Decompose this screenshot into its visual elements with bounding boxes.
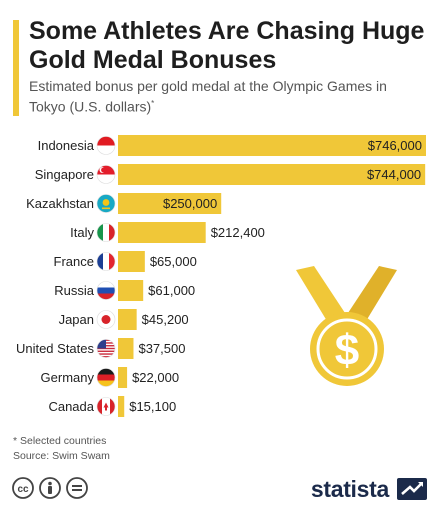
value-label: $65,000 — [150, 254, 197, 269]
category-label: Japan — [59, 312, 94, 327]
value-label: $744,000 — [367, 167, 421, 182]
value-label: $15,100 — [129, 399, 176, 414]
singapore-flag-icon — [96, 165, 116, 184]
medal-dollar-symbol: $ — [335, 326, 359, 375]
bar-row: United States $37,500 — [16, 338, 185, 359]
chart-subtitle: Estimated bonus per gold medal at the Ol… — [29, 77, 419, 116]
bar-row: Japan $45,200 — [59, 309, 189, 330]
value-label: $250,000 — [163, 196, 217, 211]
value-label: $746,000 — [368, 138, 422, 153]
statista-mark-icon — [397, 478, 427, 500]
bar-row: Russia $61,000 — [54, 280, 195, 301]
medal-inner-ring — [316, 318, 378, 380]
bar-row: Italy $212,400 — [70, 222, 265, 243]
value-label: $212,400 — [211, 225, 265, 240]
kazakhstan-flag-icon — [96, 194, 116, 213]
japan-flag-icon — [96, 310, 116, 329]
svg-text:cc: cc — [17, 484, 29, 495]
category-label: Italy — [70, 225, 94, 240]
bar-row: Indonesia $746,000 — [38, 135, 426, 156]
bar — [118, 309, 137, 330]
footnote-source: Source: Swim Swam — [13, 450, 110, 462]
bar-row: Germany $22,000 — [41, 367, 179, 388]
bar-row: France $65,000 — [54, 251, 197, 272]
gold-medal-icon: $ — [296, 266, 397, 386]
russia-flag-icon — [96, 281, 116, 300]
bar-chart: Indonesia $746,000 Singapore $744,000 Kazakh… — [16, 135, 426, 417]
italy-flag-icon — [96, 223, 116, 242]
license-icons: cc — [12, 477, 88, 499]
value-label: $37,500 — [138, 341, 185, 356]
bar-row: Kazakhstan $250,000 — [26, 193, 222, 214]
statista-wordmark: statista — [310, 476, 389, 502]
bar-row: Canada $15,100 — [48, 396, 176, 417]
medal-ribbon-right — [346, 266, 397, 326]
bar — [118, 164, 426, 185]
by-icon[interactable] — [39, 477, 61, 499]
subtitle-footnote-mark: * — [151, 99, 155, 108]
bar — [118, 135, 426, 156]
category-label: Singapore — [35, 167, 94, 182]
category-label: Indonesia — [38, 138, 95, 153]
bar — [118, 251, 145, 272]
usa-flag-icon — [96, 339, 116, 358]
title-accent-bar — [13, 20, 19, 116]
bar — [118, 280, 144, 301]
value-label: $61,000 — [148, 283, 195, 298]
chart-title: Some Athletes Are Chasing Huge Gold Meda… — [29, 17, 425, 74]
category-label: Kazakhstan — [26, 196, 94, 211]
indonesia-flag-icon — [96, 136, 116, 155]
france-flag-icon — [96, 252, 116, 271]
bar-row: Singapore $744,000 — [35, 164, 426, 185]
category-label: Canada — [48, 399, 94, 414]
footnote: * Selected countries Source: Swim Swam — [13, 434, 110, 464]
bars-group: Indonesia $746,000 Singapore $744,000 Kazakh… — [16, 135, 426, 417]
canada-flag-icon — [96, 397, 116, 416]
bar — [118, 222, 206, 243]
nd-icon[interactable] — [66, 477, 88, 499]
footnote-note: * Selected countries — [13, 435, 107, 447]
category-label: Russia — [54, 283, 95, 298]
category-label: Germany — [41, 370, 95, 385]
statista-logo[interactable]: statista — [287, 474, 427, 504]
bar — [118, 396, 125, 417]
value-label: $45,200 — [142, 312, 189, 327]
category-label: France — [54, 254, 94, 269]
bar — [118, 193, 222, 214]
germany-flag-icon — [96, 368, 116, 387]
medal-outer — [310, 312, 384, 386]
bar — [118, 338, 134, 359]
subtitle-text: Estimated bonus per gold medal at the Ol… — [29, 78, 387, 115]
cc-icon[interactable]: cc — [12, 477, 34, 499]
value-label: $22,000 — [132, 370, 179, 385]
bar — [118, 367, 128, 388]
medal-ribbon-left — [296, 266, 347, 326]
category-label: United States — [16, 341, 95, 356]
